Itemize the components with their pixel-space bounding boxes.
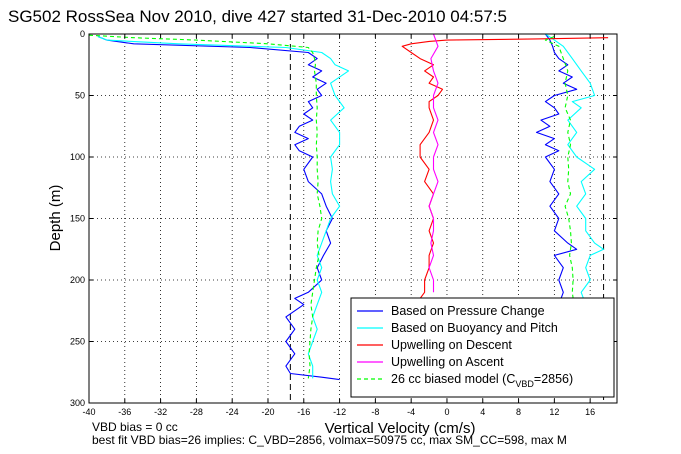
x-tick-label: -12 bbox=[333, 407, 346, 417]
x-tick-label: 8 bbox=[516, 407, 521, 417]
series-line-0-0 bbox=[97, 35, 340, 381]
x-tick-label: -24 bbox=[226, 407, 239, 417]
y-tick-label: 200 bbox=[70, 275, 85, 285]
y-axis-label: Depth (m) bbox=[47, 185, 64, 252]
legend-box bbox=[350, 297, 615, 398]
y-tick-label: 250 bbox=[70, 337, 85, 347]
series-line-3-0 bbox=[428, 34, 439, 293]
y-tick-label: 50 bbox=[75, 91, 85, 101]
chart-title: SG502 RossSea Nov 2010, dive 427 started… bbox=[8, 7, 507, 26]
x-tick-label: -28 bbox=[190, 407, 203, 417]
x-axis-label: Vertical Velocity (cm/s) bbox=[325, 420, 476, 437]
x-tick-label: -36 bbox=[118, 407, 131, 417]
x-tick-label: -20 bbox=[261, 407, 274, 417]
x-tick-label: -16 bbox=[297, 407, 310, 417]
x-tick-label: -4 bbox=[407, 407, 415, 417]
plot-area: -40 -36 -32 -28 -24 -20 -16 -12 -8 -4 0 4 8 12 1605010… bbox=[70, 29, 618, 417]
legend-label: Upwelling on Descent bbox=[391, 338, 512, 352]
legend-label: Upwelling on Ascent bbox=[391, 355, 504, 369]
x-tick-label: -8 bbox=[371, 407, 379, 417]
legend-subscript: VBD bbox=[515, 379, 534, 389]
x-tick-label: 16 bbox=[585, 407, 595, 417]
series-group bbox=[89, 34, 609, 381]
x-tick-label: -40 bbox=[82, 407, 95, 417]
legend: Based on Pressure Change Based on Buoyanc… bbox=[350, 297, 615, 398]
series-line-1-1 bbox=[545, 34, 605, 305]
y-tick-label: 300 bbox=[70, 398, 85, 408]
series-line-0-1 bbox=[535, 34, 578, 305]
series-line-2-0 bbox=[401, 37, 609, 299]
best-fit-note: best fit VBD bias=26 implies: C_VBD=2856… bbox=[92, 433, 567, 447]
y-tick-label: 150 bbox=[70, 214, 85, 224]
vbd-bias-note: VBD bias = 0 cc bbox=[92, 420, 178, 434]
x-tick-label: -32 bbox=[154, 407, 167, 417]
y-tick-label: 0 bbox=[80, 29, 85, 39]
series-line-1-0 bbox=[97, 35, 350, 379]
legend-label: Based on Buoyancy and Pitch bbox=[391, 321, 558, 335]
y-tick-label: 100 bbox=[70, 152, 85, 162]
legend-label: Based on Pressure Change bbox=[391, 304, 545, 318]
x-tick-label: 0 bbox=[444, 407, 449, 417]
x-tick-label: 12 bbox=[549, 407, 559, 417]
legend-suffix: =2856) bbox=[534, 372, 573, 386]
x-tick-label: 4 bbox=[480, 407, 485, 417]
